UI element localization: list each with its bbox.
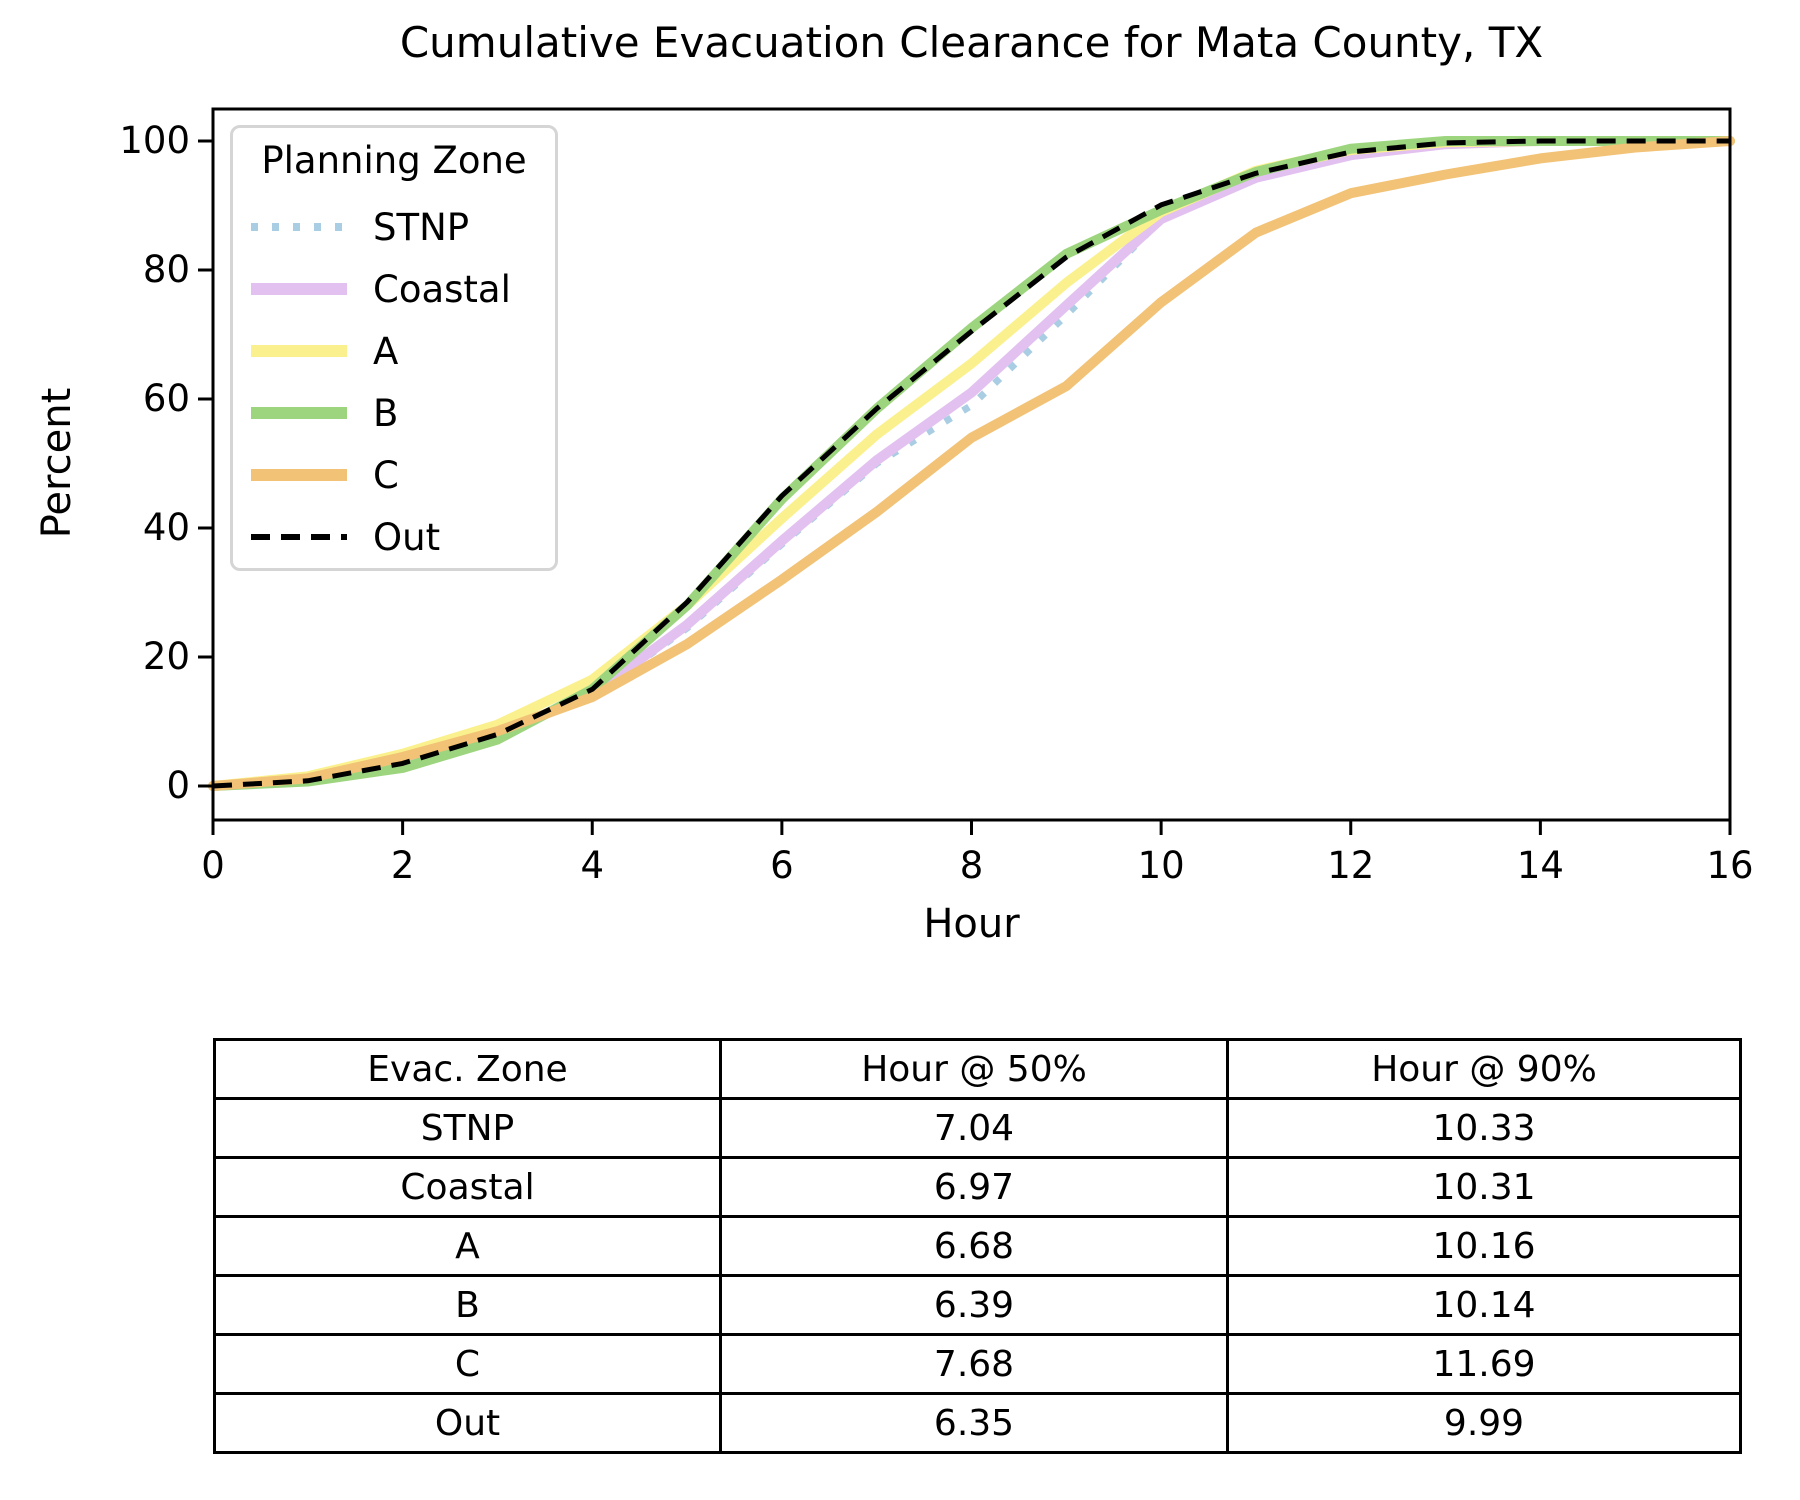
y-tick-label: 20 — [142, 635, 190, 678]
legend-entry-label: C — [373, 453, 399, 497]
x-tick-label: 12 — [1327, 844, 1375, 887]
legend: Planning Zone STNP Coastal A B C Out — [230, 125, 558, 571]
table-cell: B — [213, 1274, 722, 1336]
table-cell: 10.33 — [1226, 1097, 1742, 1159]
table-header-cell: Evac. Zone — [213, 1038, 722, 1100]
legend-entry-label: Coastal — [373, 267, 511, 311]
legend-entry-label: STNP — [373, 205, 470, 249]
table-header-row: Evac. Zone Hour @ 50% Hour @ 90% — [213, 1038, 1742, 1100]
legend-swatch-b — [251, 407, 347, 419]
legend-swatch-coastal — [251, 283, 347, 295]
legend-entry-a: A — [233, 320, 555, 382]
legend-title: Planning Zone — [261, 139, 527, 182]
series-line-c — [208, 136, 1735, 791]
legend-entry-c: C — [233, 444, 555, 506]
table-cell: 6.97 — [719, 1156, 1229, 1218]
table-cell: 6.39 — [719, 1274, 1229, 1336]
x-tick-label: 4 — [580, 844, 605, 887]
table-row: Coastal 6.97 10.31 — [213, 1156, 1742, 1218]
y-tick-label: 60 — [142, 377, 190, 420]
legend-entries: STNP Coastal A B C Out — [233, 196, 555, 568]
table-cell: 9.99 — [1226, 1392, 1742, 1454]
table-row: Out 6.35 9.99 — [213, 1392, 1742, 1454]
table-header-cell: Hour @ 50% — [719, 1038, 1229, 1100]
table-row: STNP 7.04 10.33 — [213, 1097, 1742, 1159]
x-tick-label: 16 — [1706, 844, 1754, 887]
table-cell: Out — [213, 1392, 722, 1454]
table-cell: 6.35 — [719, 1392, 1229, 1454]
summary-table: Evac. Zone Hour @ 50% Hour @ 90% STNP 7.04 10… — [213, 1038, 1742, 1454]
table-cell: 7.68 — [719, 1333, 1229, 1395]
table-cell: C — [213, 1333, 722, 1395]
table-row: B 6.39 10.14 — [213, 1274, 1742, 1336]
y-tick-label: 0 — [166, 764, 190, 807]
table-cell: A — [213, 1215, 722, 1277]
y-tick-label: 100 — [119, 119, 190, 162]
table-cell: 7.04 — [719, 1097, 1229, 1159]
series-line-out — [212, 138, 1730, 789]
legend-entry-out: Out — [233, 506, 555, 568]
table-cell: 11.69 — [1226, 1333, 1742, 1395]
legend-swatch-out — [251, 534, 347, 540]
legend-entry-label: A — [373, 329, 399, 373]
x-tick-label: 10 — [1137, 844, 1185, 887]
legend-entry-coastal: Coastal — [233, 258, 555, 320]
x-tick-label: 8 — [959, 844, 984, 887]
legend-entry-b: B — [233, 382, 555, 444]
table-cell: 10.31 — [1226, 1156, 1742, 1218]
legend-entry-stnp: STNP — [233, 196, 555, 258]
table-header-cell: Hour @ 90% — [1226, 1038, 1742, 1100]
table-cell: Coastal — [213, 1156, 722, 1218]
x-tick-label: 6 — [770, 844, 794, 887]
x-tick-label: 0 — [201, 844, 225, 887]
table-row: C 7.68 11.69 — [213, 1333, 1742, 1395]
x-tick-label: 14 — [1516, 844, 1564, 887]
table-cell: 10.16 — [1226, 1215, 1742, 1277]
table-row: A 6.68 10.16 — [213, 1215, 1742, 1277]
x-tick-label: 2 — [390, 844, 415, 887]
legend-swatch-c — [251, 469, 347, 481]
table-cell: 10.14 — [1226, 1274, 1742, 1336]
y-tick-label: 80 — [142, 248, 190, 291]
table-cell: 6.68 — [719, 1215, 1229, 1277]
legend-entry-label: Out — [373, 515, 441, 559]
y-tick-label: 40 — [142, 506, 190, 549]
legend-entry-label: B — [373, 391, 399, 435]
chart-title: Cumulative Evacuation Clearance for Mata… — [399, 18, 1544, 67]
legend-swatch-stnp — [251, 223, 347, 231]
table-cell: STNP — [213, 1097, 722, 1159]
legend-swatch-a — [251, 345, 347, 357]
x-axis-label: Hour — [923, 901, 1020, 947]
